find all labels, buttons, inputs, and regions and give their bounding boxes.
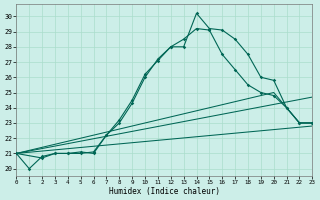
X-axis label: Humidex (Indice chaleur): Humidex (Indice chaleur) [109,187,220,196]
